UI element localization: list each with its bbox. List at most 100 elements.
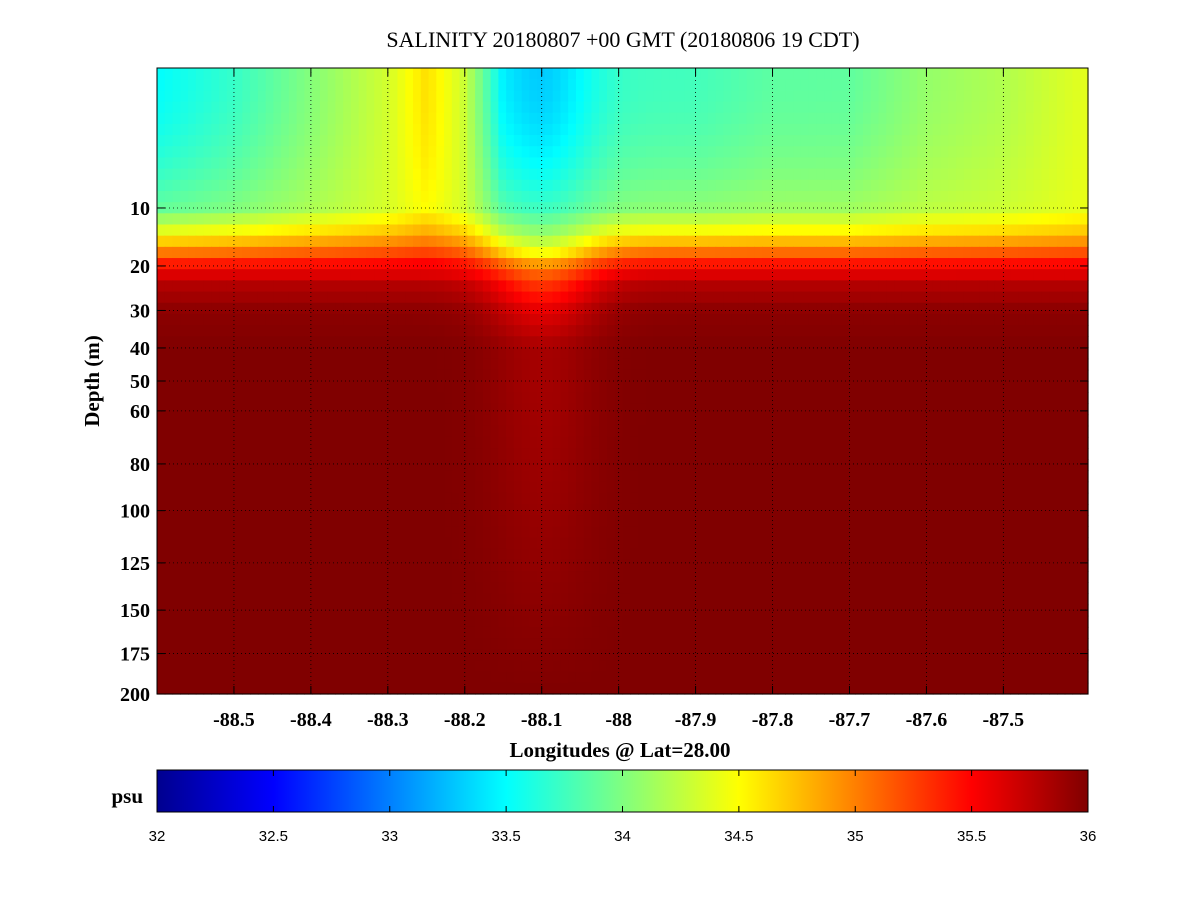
- heatmap-cell: [405, 291, 414, 304]
- heatmap-cell: [560, 79, 569, 91]
- heatmap-cell: [762, 112, 771, 125]
- heatmap-cell: [327, 436, 337, 449]
- heatmap-cell: [335, 168, 344, 181]
- heatmap-cell: [366, 392, 375, 404]
- heatmap-cell: [475, 503, 484, 516]
- heatmap-cell: [180, 436, 189, 449]
- heatmap-cell: [172, 146, 181, 159]
- heatmap-cell: [808, 358, 818, 371]
- heatmap-cell: [405, 392, 414, 404]
- heatmap-cell: [917, 392, 926, 404]
- heatmap-cell: [1041, 235, 1050, 248]
- heatmap-cell: [754, 459, 763, 472]
- heatmap-cell: [622, 414, 631, 427]
- heatmap-cell: [925, 246, 934, 259]
- heatmap-cell: [684, 526, 693, 539]
- heatmap-cell: [715, 515, 724, 527]
- heatmap-cell: [436, 492, 445, 505]
- heatmap-cell: [506, 403, 515, 416]
- heatmap-cell: [661, 246, 670, 259]
- heatmap-cell: [188, 470, 197, 483]
- heatmap-cell: [265, 392, 274, 404]
- heatmap-cell: [1080, 179, 1089, 192]
- heatmap-cell: [715, 436, 724, 449]
- heatmap-cell: [956, 213, 965, 226]
- heatmap-cell: [746, 436, 755, 449]
- heatmap-cell: [319, 258, 329, 270]
- heatmap-cell: [793, 392, 802, 404]
- heatmap-cell: [684, 224, 693, 237]
- heatmap-cell: [1041, 503, 1050, 516]
- heatmap-cell: [327, 515, 337, 527]
- heatmap-cell: [319, 403, 329, 416]
- heatmap-cell: [669, 436, 678, 449]
- heatmap-cell: [684, 112, 693, 125]
- heatmap-cell: [894, 90, 903, 103]
- heatmap-cell: [343, 325, 352, 337]
- heatmap-cell: [754, 425, 763, 438]
- heatmap-cell: [234, 157, 243, 170]
- heatmap-cell: [389, 481, 399, 494]
- heatmap-cell: [1025, 101, 1035, 114]
- heatmap-cell: [250, 213, 259, 226]
- heatmap-cell: [319, 302, 329, 315]
- heatmap-cell: [203, 90, 212, 103]
- heatmap-cell: [506, 101, 515, 114]
- heatmap-cell: [638, 146, 647, 159]
- heatmap-cell: [482, 68, 492, 80]
- heatmap-cell: [645, 392, 655, 404]
- heatmap-cell: [544, 313, 554, 326]
- heatmap-cell: [397, 515, 406, 527]
- heatmap-cell: [405, 414, 414, 427]
- heatmap-cell: [994, 68, 1004, 80]
- heatmap-cell: [1018, 448, 1027, 460]
- heatmap-cell: [979, 202, 988, 214]
- heatmap-cell: [606, 302, 616, 315]
- heatmap-cell: [203, 146, 212, 159]
- heatmap-cell: [436, 258, 445, 270]
- heatmap-cell: [389, 90, 399, 103]
- heatmap-cell: [350, 403, 360, 416]
- heatmap-cell: [800, 280, 810, 293]
- heatmap-cell: [335, 90, 344, 103]
- heatmap-cell: [350, 235, 360, 248]
- heatmap-cell: [389, 358, 399, 371]
- heatmap-cell: [381, 481, 391, 494]
- heatmap-cell: [444, 135, 453, 147]
- heatmap-cell: [700, 179, 709, 192]
- heatmap-cell: [288, 269, 298, 281]
- heatmap-cell: [537, 369, 546, 382]
- heatmap-cell: [389, 179, 399, 192]
- heatmap-cell: [482, 246, 492, 259]
- heatmap-cell: [800, 246, 810, 259]
- heatmap-cell: [622, 347, 631, 360]
- heatmap-cell: [917, 503, 926, 516]
- heatmap-cell: [203, 135, 212, 147]
- heatmap-cell: [1018, 481, 1027, 494]
- heatmap-cell: [839, 392, 849, 404]
- heatmap-cell: [808, 369, 818, 382]
- heatmap-cell: [1018, 101, 1027, 114]
- heatmap-cell: [746, 224, 755, 237]
- heatmap-cell: [257, 492, 267, 505]
- heatmap-cell: [994, 258, 1004, 270]
- heatmap-cell: [482, 90, 492, 103]
- heatmap-cell: [203, 503, 212, 516]
- heatmap-cell: [839, 470, 849, 483]
- heatmap-cell: [979, 190, 988, 203]
- heatmap-cell: [366, 481, 375, 494]
- heatmap-cell: [638, 403, 647, 416]
- heatmap-cell: [164, 381, 174, 393]
- heatmap-cell: [405, 358, 414, 371]
- heatmap-cell: [296, 313, 306, 326]
- heatmap-cell: [157, 168, 166, 181]
- heatmap-cell: [203, 291, 212, 304]
- heatmap-cell: [591, 425, 600, 438]
- heatmap-cell: [661, 90, 670, 103]
- heatmap-cell: [157, 403, 166, 416]
- heatmap-cell: [312, 325, 321, 337]
- heatmap-cell: [257, 403, 267, 416]
- heatmap-cell: [707, 68, 717, 80]
- heatmap-cell: [723, 436, 732, 449]
- heatmap-cell: [1018, 135, 1027, 147]
